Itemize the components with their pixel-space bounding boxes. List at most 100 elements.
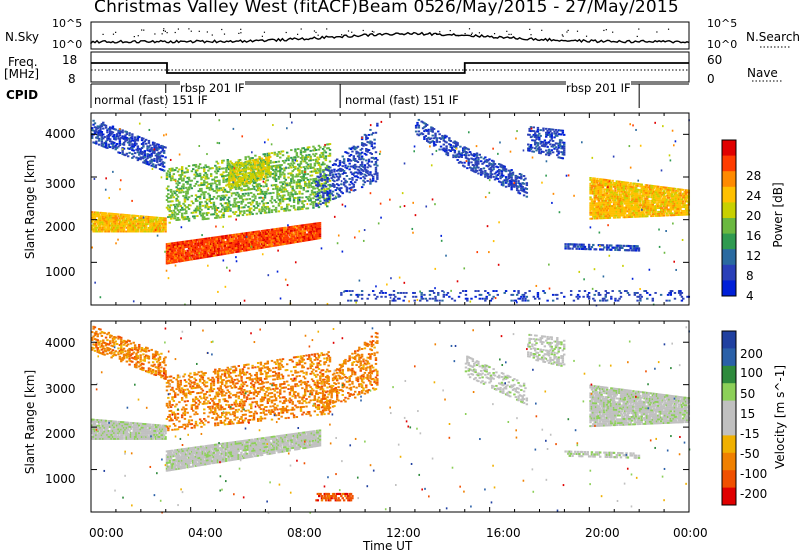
heatmap-cell [265, 231, 268, 234]
heatmap-cell [132, 155, 135, 158]
heatmap-cell [227, 238, 231, 241]
heatmap-cell [124, 130, 127, 133]
heatmap-cell [273, 199, 276, 202]
heatmap-cell [97, 230, 101, 233]
heatmap-cell [180, 179, 184, 182]
heatmap-cell [168, 196, 171, 199]
heatmap-cell [175, 243, 178, 246]
heatmap-cell [229, 248, 232, 251]
heatmap-cell [309, 157, 312, 160]
heatmap-cell [249, 177, 253, 180]
heatmap-cell [270, 243, 273, 246]
heatmap-cell [243, 210, 246, 213]
heatmap-cell [629, 244, 632, 248]
heatmap-cell [277, 151, 281, 153]
heatmap-cell [138, 217, 141, 220]
heatmap-cell [287, 232, 290, 235]
heatmap-cell [200, 247, 203, 250]
heatmap-cell [281, 190, 285, 193]
heatmap-cell [200, 187, 203, 190]
heatmap-cell [172, 255, 176, 258]
heatmap-cell [370, 145, 374, 148]
heatmap-cell [138, 157, 141, 160]
heatmap-cell [110, 216, 113, 219]
heatmap-cell [158, 167, 162, 170]
heatmap-cell [260, 176, 264, 179]
heatmap-cell [614, 182, 617, 185]
heatmap-cell [133, 230, 137, 233]
heatmap-cell [628, 189, 631, 192]
heatmap-cell [186, 217, 189, 220]
heatmap-cell [427, 132, 430, 135]
heatmap-cell [316, 194, 320, 197]
heatmap-cell [211, 167, 214, 170]
heatmap-cell [331, 190, 335, 193]
heatmap-cell [102, 212, 105, 214]
heatmap-cell [144, 221, 148, 224]
heatmap-cell [168, 246, 171, 249]
heatmap-cell [214, 189, 217, 192]
heatmap-cell [318, 221, 322, 224]
heatmap-cell [240, 197, 243, 199]
heatmap-cell [425, 129, 429, 132]
heatmap-cell [538, 152, 541, 154]
heatmap-cell [594, 208, 598, 210]
heatmap-cell [477, 156, 480, 159]
heatmap-cell [247, 178, 250, 181]
heatmap-cell [273, 151, 276, 154]
heatmap-cell [136, 222, 140, 225]
heatmap-cell [251, 201, 254, 204]
heatmap-cell [610, 205, 613, 208]
heatmap-cell [265, 240, 268, 243]
heatmap-cell [108, 134, 112, 137]
heatmap-cell [319, 171, 322, 174]
heatmap-cell [126, 137, 130, 140]
heatmap-cell [182, 248, 185, 251]
heatmap-cell [621, 186, 624, 189]
heatmap-cell [167, 208, 170, 211]
heatmap-cell [241, 183, 245, 186]
heatmap-cell [626, 181, 630, 184]
heatmap-cell [354, 157, 357, 160]
heatmap-cell [283, 173, 286, 176]
heatmap-cell [314, 232, 318, 235]
heatmap-cell [161, 219, 164, 221]
heatmap-cell [628, 197, 631, 200]
heatmap-cell [269, 165, 272, 168]
heatmap-cell [124, 154, 127, 157]
heatmap-cell [538, 138, 541, 141]
heatmap-cell [256, 158, 260, 161]
heatmap-cell [183, 200, 187, 203]
heatmap-cell [574, 243, 577, 246]
heatmap-cell [151, 216, 155, 219]
heatmap-cell [499, 181, 502, 184]
heatmap-cell [259, 247, 262, 249]
heatmap-cell [605, 194, 609, 197]
heatmap-cell [373, 146, 376, 149]
heatmap-cell [178, 218, 181, 221]
heatmap-cell [111, 135, 115, 138]
heatmap-cell [266, 229, 269, 232]
heatmap-cell [464, 151, 468, 153]
heatmap-cell [208, 237, 211, 240]
heatmap-cell [557, 150, 560, 153]
heatmap-cell [298, 208, 301, 211]
heatmap-cell [161, 149, 164, 152]
heatmap-cell [503, 179, 506, 182]
heatmap-cell [244, 162, 247, 165]
heatmap-cell [563, 141, 566, 144]
heatmap-cell [143, 150, 147, 153]
heatmap-cell [240, 240, 243, 243]
heatmap-cell [232, 169, 235, 172]
heatmap-cell [605, 211, 609, 214]
heatmap-cell [305, 165, 308, 168]
heatmap-cell [288, 230, 291, 233]
heatmap-cell [149, 162, 152, 165]
heatmap-cell [352, 164, 356, 167]
heatmap-cell [103, 228, 106, 231]
heatmap-cell [449, 140, 452, 143]
heatmap-cell [117, 151, 120, 154]
heatmap-cell [203, 193, 206, 196]
heatmap-cell [99, 219, 102, 222]
heatmap-cell [114, 144, 117, 147]
